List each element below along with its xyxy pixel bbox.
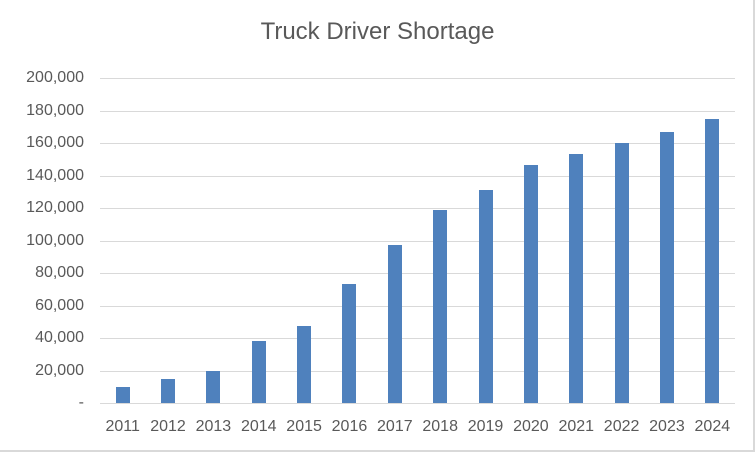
y-tick-label: 200,000 [26,69,84,86]
x-tick-label: 2023 [649,418,685,435]
y-tick-label: 140,000 [26,166,84,184]
x-tick-label: 2013 [195,418,232,435]
bar-2024 [705,119,720,403]
gridline [100,175,735,177]
gridline [100,370,735,372]
bar-2013 [206,370,221,403]
bar-2017 [387,244,402,403]
bar-2023 [659,131,674,403]
bar-2012 [161,378,176,403]
plot-area [100,78,735,404]
y-tick-label: 80,000 [35,264,84,281]
x-tick-label: 2019 [467,418,504,435]
y-tick-label: 180,000 [26,101,84,119]
y-tick-label: 160,000 [26,134,84,151]
bar-2014 [251,341,266,403]
bar-2021 [569,153,584,403]
gridline [100,403,735,404]
gridline [100,143,735,144]
gridline [100,110,735,112]
y-tick-label: 40,000 [35,329,84,346]
y-tick-label: 20,000 [35,361,84,379]
x-tick-label: 2018 [422,418,458,435]
bar-2016 [342,283,357,403]
gridline [100,273,735,274]
bar-2018 [433,209,448,403]
x-tick-label: 2011 [105,418,140,435]
x-tick-label: 2017 [377,418,413,435]
bar-2022 [614,143,629,403]
x-tick-label: 2022 [603,418,640,435]
x-tick-label: 2024 [694,418,731,435]
bar-2011 [115,386,130,403]
gridline [100,208,735,209]
y-tick-label: 120,000 [26,199,84,216]
bar-2015 [297,325,312,403]
y-tick-label: 100,000 [26,231,84,249]
gridline [100,78,735,79]
gridline [100,338,735,339]
x-tick-label: 2020 [513,418,549,435]
bar-2020 [523,164,538,403]
x-tick-label: 2021 [558,418,595,435]
bar-2019 [478,190,493,403]
x-tick-label: 2014 [240,418,277,435]
y-tick-label: 60,000 [35,296,84,314]
x-tick-label: 2016 [331,418,368,435]
y-tick-label: - [78,394,84,411]
x-tick-label: 2015 [286,418,322,435]
gridline [100,240,735,242]
x-tick-label: 2012 [150,418,186,435]
chart-title: Truck Driver Shortage [260,18,495,45]
gridline [100,305,735,307]
